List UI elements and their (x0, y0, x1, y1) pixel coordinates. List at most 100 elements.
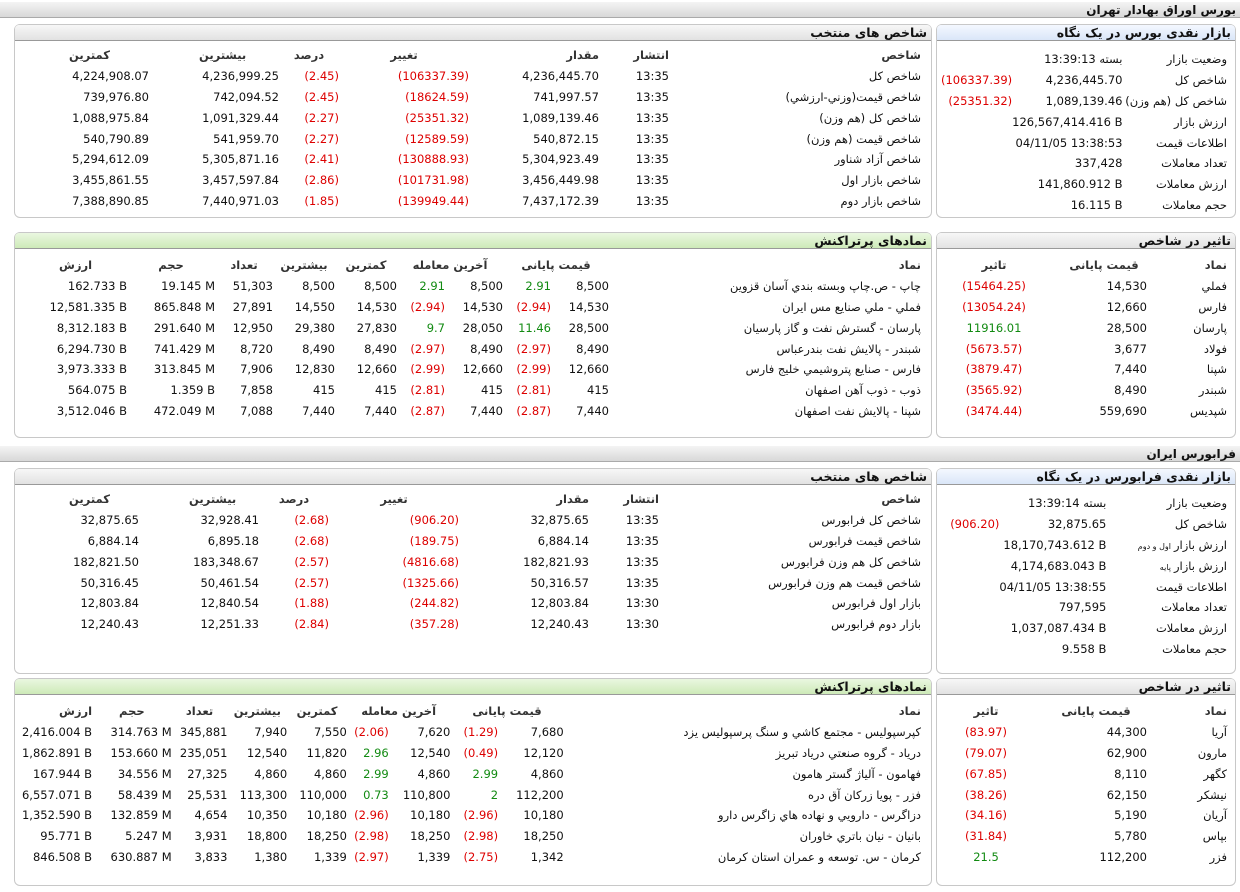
ifb-active-title: نمادهای پرتراکنش (15, 679, 931, 695)
active-symbol: بانيان - نيان باتري خاوران (799, 829, 921, 844)
active-close: 12,660 (568, 362, 609, 377)
impact-price: 44,300 (1106, 725, 1147, 740)
impact-price: 7,440 (1114, 362, 1147, 377)
active-high: 4,860 (254, 766, 288, 781)
snapshot-label: اطلاعات قیمت (1106, 576, 1233, 597)
active-header-symbol: نماد (898, 258, 921, 273)
indices-row: 32,875.65 32,928.41 (2.68) (906.20) 32,875.6… (19, 510, 927, 531)
active-value: 8,312.183 B (56, 320, 127, 335)
index-change: (189.75) (409, 533, 459, 548)
snapshot-label-text: ارزش بازار (1173, 558, 1227, 573)
impact-symbol: نيشكر (1197, 787, 1227, 802)
active-symbol: فارس - صنايع پتروشيمي خليج فارس (745, 362, 921, 377)
active-count: 3,833 (194, 849, 228, 864)
impact-header-effect: تاثیر (973, 704, 999, 719)
index-change: (106337.39) (397, 69, 469, 84)
snapshot-row: 797,595 تعداد معاملات (941, 597, 1233, 618)
index-percent: (2.68) (294, 513, 329, 528)
index-time: 13:30 (625, 617, 659, 632)
active-symbol: چاپ - ص.چاپ وبسته بندي آسان قزوين (729, 279, 921, 294)
index-value: 4,236,445.70 (522, 69, 599, 84)
impact-effect: (79.07) (965, 745, 1007, 760)
indices-row: 12,803.84 12,840.54 (1.88) (244.82) 12,803.8… (19, 593, 927, 614)
active-close-change: (2.96) (463, 808, 499, 823)
snapshot-label-text: ارزش بازار (1173, 114, 1227, 129)
active-count: 51,303 (232, 279, 273, 294)
index-low: 32,875.65 (80, 513, 139, 528)
index-high: 742,094.52 (213, 89, 279, 104)
indices-row: 4,224,908.07 4,236,999.25 (2.45) (106337.39… (19, 66, 927, 87)
active-count: 235,051 (179, 745, 228, 760)
index-value: 5,304,923.49 (522, 152, 599, 167)
index-time: 13:35 (635, 152, 669, 167)
indices-header-name: شاخص (881, 492, 921, 507)
index-percent: (2.27) (304, 131, 339, 146)
active-value: 2,416.004 B (21, 725, 93, 740)
active-count: 7,088 (240, 403, 273, 418)
index-time: 13:35 (635, 110, 669, 125)
index-name: بازار دوم فرابورس (831, 617, 921, 632)
active-row: 1,862.891 B 153.660 M 235,051 12,540 11,820 2… (19, 743, 927, 764)
index-time: 13:35 (635, 173, 669, 188)
active-row: 162.733 B 19.145 M 51,303 8,500 8,500 2.91 8,5… (19, 276, 927, 297)
impact-row: (3879.47) 7,440 شپنا (941, 359, 1233, 380)
index-value: 540,872.15 (533, 131, 599, 146)
active-low: 4,860 (313, 766, 347, 781)
active-last: 8,500 (470, 279, 503, 294)
snapshot-label-text: حجم معاملات (1162, 197, 1227, 212)
snapshot-label: ارزش معاملات (1122, 174, 1233, 195)
snapshot-row: 18,170,743.612 B ارزش بازاراول و دوم (941, 535, 1233, 556)
impact-price: 8,490 (1114, 383, 1147, 398)
impact-price: 62,150 (1106, 787, 1147, 802)
snapshot-row: (106337.39) 4,236,445.70 شاخص کل (941, 70, 1233, 91)
index-time: 13:35 (635, 131, 669, 146)
active-volume: 132.859 M (110, 808, 172, 823)
snapshot-label-text: تعداد معاملات (1161, 600, 1227, 615)
index-percent: (2.41) (304, 152, 339, 167)
snapshot-value: 1,037,087.434 B (1010, 621, 1107, 636)
index-change: (139949.44) (397, 193, 469, 208)
index-value: 12,803.84 (530, 596, 589, 611)
impact-header-price: قیمت پایانی (1061, 704, 1131, 719)
snapshot-change: (25351.32) (948, 93, 1013, 108)
index-name: شاخص قيمت(وزني-ارزشي) (785, 89, 921, 104)
active-high: 113,300 (239, 787, 288, 802)
tse-impact-table: تاثیر قیمت پایانی نماد (15464.25) 14,530 فمل… (941, 255, 1233, 421)
ifb-active-panel: نمادهای پرتراکنش ارزش حجم تعداد بیشترین کمتر… (14, 678, 932, 886)
active-close: 4,860 (530, 766, 564, 781)
impact-row: (34.16) 5,190 آريان (941, 805, 1233, 826)
snapshot-value: بسته 13:39:13 (1044, 52, 1123, 67)
active-count: 12,950 (232, 320, 273, 335)
active-volume: 153.660 M (110, 745, 172, 760)
index-change: (906.20) (409, 513, 459, 528)
index-value: 1,089,139.46 (522, 110, 599, 125)
active-close-change: (2.97) (516, 341, 551, 356)
snapshot-row: 04/11/05 13:38:55 اطلاعات قیمت (941, 576, 1233, 597)
active-last-change: 9.7 (426, 320, 445, 335)
active-close-change: (2.98) (463, 829, 499, 844)
active-symbol: ذوب - ذوب آهن اصفهان (805, 383, 921, 398)
active-count: 27,891 (232, 299, 273, 314)
snapshot-value: 16.115 B (1070, 197, 1123, 212)
active-high: 29,380 (294, 320, 335, 335)
active-header-volume: حجم (158, 258, 184, 273)
active-low: 27,830 (356, 320, 397, 335)
index-percent: (1.85) (304, 193, 339, 208)
active-close-change: 2.99 (472, 766, 499, 781)
index-high: 32,928.41 (200, 513, 259, 528)
impact-row: (15464.25) 14,530 فملي (941, 276, 1233, 297)
index-percent: (2.45) (304, 69, 339, 84)
active-last: 18,250 (410, 829, 451, 844)
index-percent: (2.45) (304, 89, 339, 104)
active-row: 846.508 B 630.887 M 3,833 1,380 1,339 (2.97) 1… (19, 847, 927, 868)
indices-row: 182,821.50 183,348.67 (2.57) (4816.68) 182,8… (19, 551, 927, 572)
ifb-indices-table: کمترین بیشترین درصد تغییر مقدار انتشار شاخص 32… (19, 489, 927, 635)
impact-row: (3565.92) 8,490 شبندر (941, 380, 1233, 401)
indices-row: 540,790.89 541,959.70 (2.27) (12589.59) 540,… (19, 128, 927, 149)
snapshot-change (941, 576, 999, 597)
active-close-change: 2.91 (525, 279, 551, 294)
snapshot-label: تعداد معاملات (1106, 597, 1233, 618)
impact-effect: (31.84) (965, 829, 1007, 844)
snapshot-change (941, 111, 1012, 132)
active-volume: 741.429 M (153, 341, 215, 356)
